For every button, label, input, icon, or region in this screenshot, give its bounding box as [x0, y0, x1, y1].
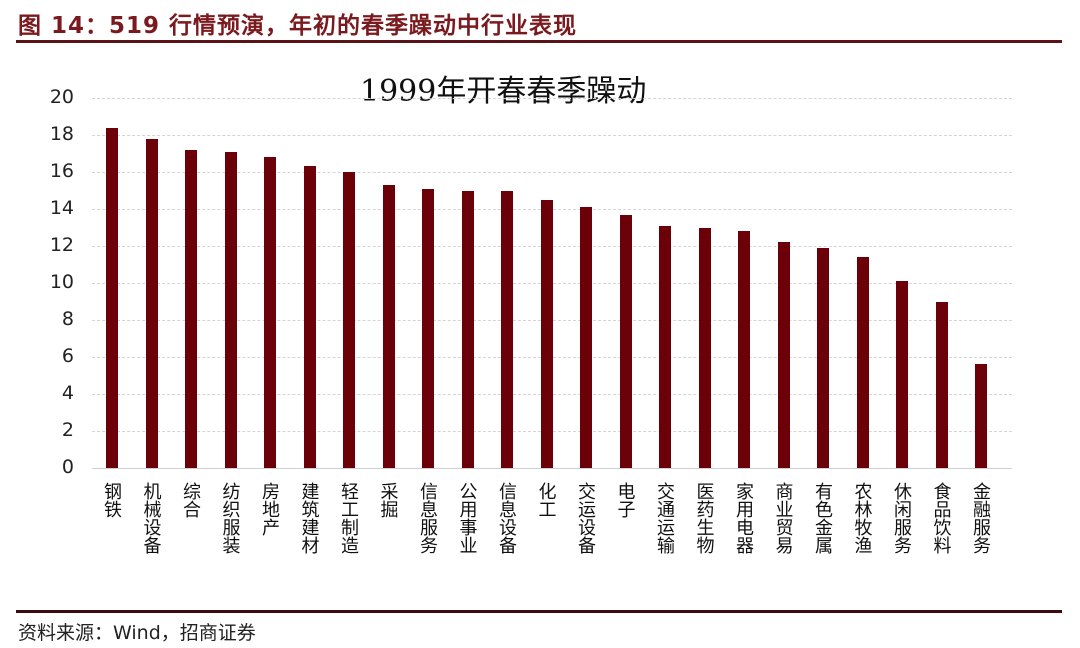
x-tick-label: 交通运输: [654, 482, 675, 554]
x-tick-label: 农林牧渔: [851, 482, 873, 554]
y-tick-label: 8: [61, 308, 74, 330]
bar: [145, 138, 158, 468]
x-tick-label: 房地产: [259, 482, 280, 536]
gridline: [92, 135, 1012, 136]
figure-title: 图 14：519 行情预演，年初的春季躁动中行业表现: [18, 13, 578, 39]
bar: [343, 172, 355, 468]
bar: [185, 149, 197, 468]
bar: [501, 190, 513, 468]
y-tick-label: 4: [61, 382, 74, 404]
x-tick-label: 金融服务: [970, 482, 991, 554]
x-tick-label: 公用事业: [456, 482, 478, 554]
bar: [619, 214, 632, 468]
y-tick-label: 14: [49, 197, 74, 219]
bar: [659, 225, 671, 468]
x-tick-label: 机械设备: [140, 482, 162, 554]
x-tick-label: 休闲服务: [891, 482, 912, 554]
y-tick-label: 12: [49, 234, 74, 256]
x-tick-label: 化工: [535, 482, 557, 518]
x-tick-label: 轻工制造: [338, 482, 359, 554]
bar: [896, 281, 908, 468]
x-tick-label: 钢铁: [101, 482, 122, 518]
chart-title: 1999年开春春季躁动: [360, 74, 647, 109]
bar: [264, 157, 276, 468]
bar: [935, 301, 948, 468]
y-tick-label: 10: [49, 271, 74, 293]
x-tick-label: 纺织服装: [219, 482, 241, 554]
x-tick-label: 食品饮料: [930, 482, 952, 554]
bar: [738, 231, 750, 468]
x-tick-label: 商业贸易: [772, 482, 794, 554]
bar: [303, 166, 316, 468]
bar: [817, 247, 829, 468]
x-tick-label: 信息设备: [496, 482, 517, 554]
x-tick-label: 家用电器: [733, 482, 754, 554]
x-tick-label: 电子: [614, 482, 636, 518]
x-tick-label: 交运设备: [575, 482, 596, 554]
x-tick-label: 医药生物: [693, 482, 715, 554]
bar: [461, 190, 474, 468]
y-tick-label: 16: [49, 160, 74, 182]
bar: [580, 207, 592, 468]
x-tick-label: 信息服务: [417, 482, 438, 554]
top-divider: [16, 40, 1062, 43]
y-tick-label: 6: [61, 345, 74, 367]
gridline: [92, 98, 1012, 99]
bar: [382, 184, 395, 468]
y-tick-label: 20: [49, 86, 74, 108]
bar: [975, 364, 987, 468]
y-tick-label: 18: [49, 123, 74, 145]
bar: [422, 188, 434, 468]
source-note: 资料来源：Wind，招商证券: [18, 622, 256, 644]
bar: [856, 257, 869, 468]
bar: [224, 151, 237, 468]
bottom-divider: [16, 610, 1062, 613]
y-tick-label: 0: [61, 456, 74, 478]
x-tick-label: 采掘: [377, 482, 399, 518]
x-axis-line: [92, 468, 1012, 469]
x-tick-label: 有色金属: [812, 482, 833, 554]
bar: [698, 227, 711, 468]
bar: [777, 242, 790, 468]
bar: [106, 127, 118, 468]
x-tick-label: 建筑建材: [298, 482, 320, 554]
y-tick-label: 2: [61, 419, 74, 441]
gridline: [92, 172, 1012, 173]
bar: [540, 199, 553, 468]
x-tick-label: 综合: [180, 482, 201, 518]
